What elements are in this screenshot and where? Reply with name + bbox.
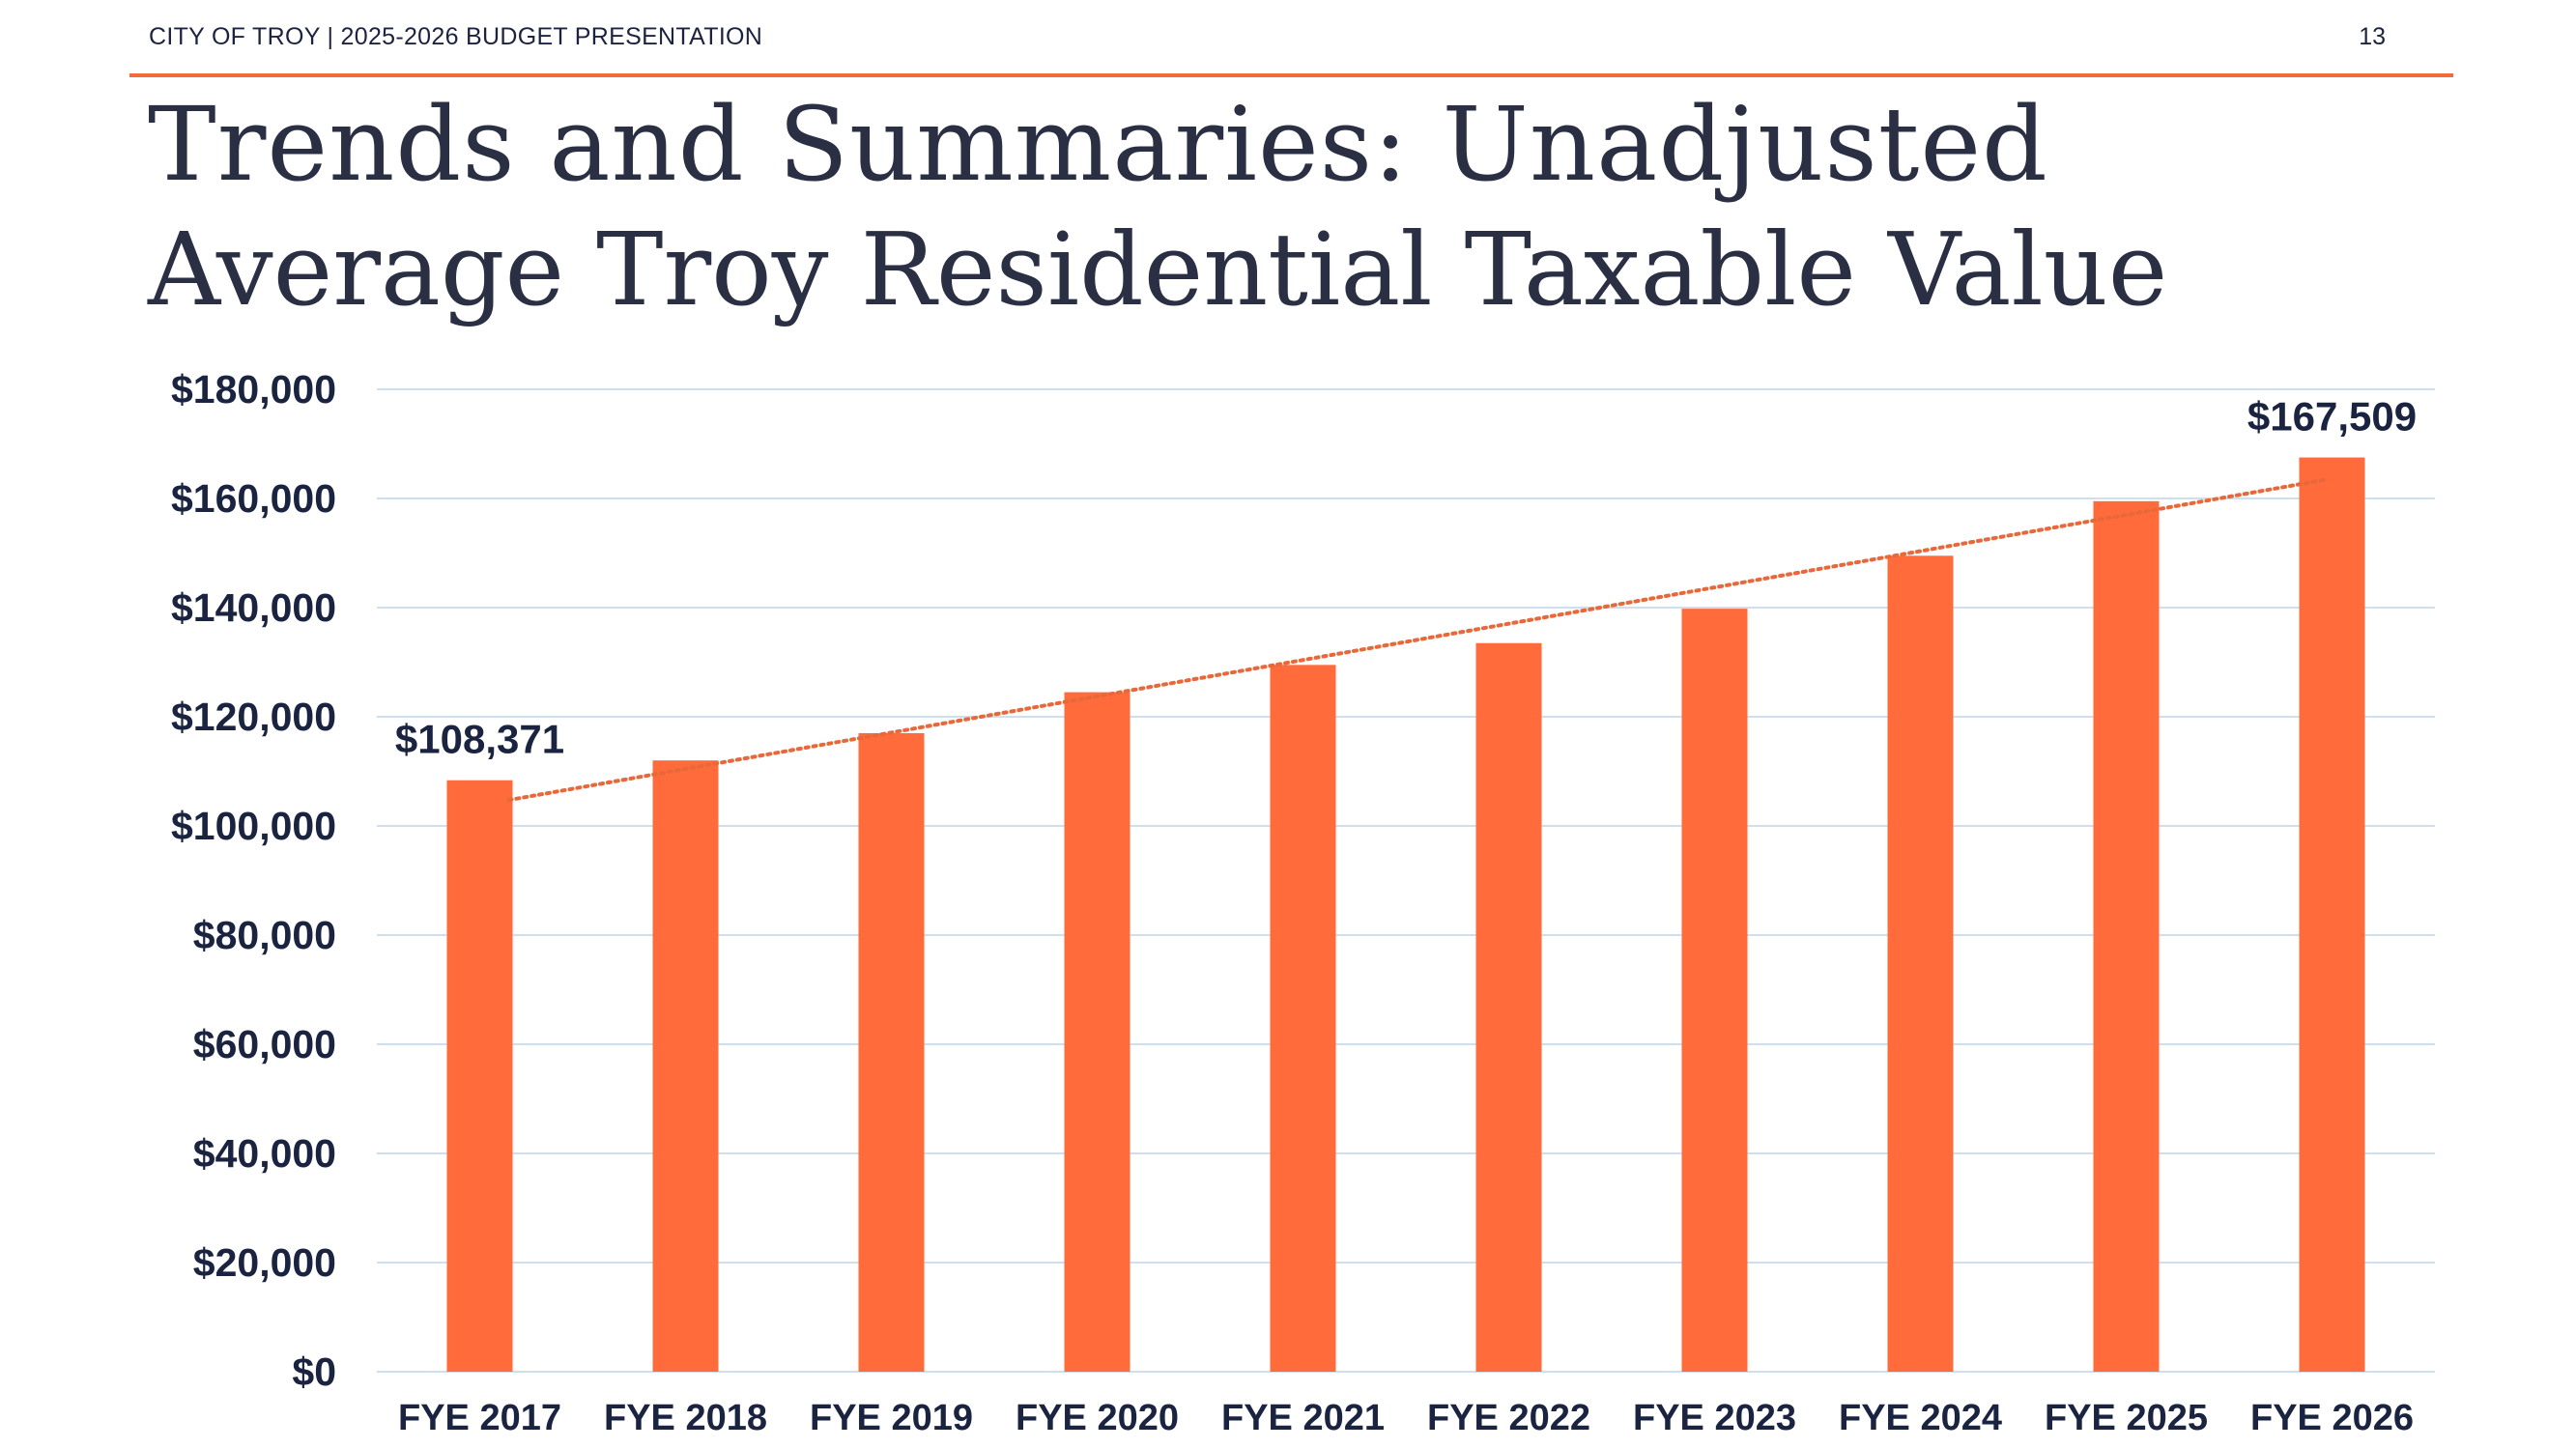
y-tick-label: $180,000 — [171, 367, 336, 412]
x-category-label: FYE 2017 — [398, 1398, 561, 1438]
slide-subtitle: Average Troy Residential Taxable Value — [148, 211, 2168, 328]
y-tick-label: $40,000 — [193, 1131, 336, 1176]
y-tick-label: $20,000 — [193, 1240, 336, 1285]
header-divider — [129, 73, 2453, 77]
x-category-label: FYE 2020 — [1016, 1398, 1179, 1438]
data-label: $108,371 — [395, 717, 564, 762]
y-tick-label: $140,000 — [171, 585, 336, 630]
y-tick-label: $120,000 — [171, 695, 336, 739]
y-tick-label: $0 — [292, 1350, 336, 1394]
x-category-label: FYE 2019 — [810, 1398, 973, 1438]
x-category-label: FYE 2022 — [1427, 1398, 1590, 1438]
bar — [2093, 500, 2160, 1372]
y-tick-label: $80,000 — [193, 913, 336, 957]
x-category-label: FYE 2025 — [2045, 1398, 2208, 1438]
bar — [858, 732, 925, 1372]
x-category-label: FYE 2024 — [1839, 1398, 2002, 1438]
y-tick-label: $160,000 — [171, 476, 336, 521]
bar — [1475, 642, 1542, 1372]
bar — [1270, 665, 1336, 1372]
x-category-label: FYE 2023 — [1633, 1398, 1796, 1438]
x-category-label: FYE 2026 — [2250, 1398, 2414, 1438]
x-category-label: FYE 2018 — [604, 1398, 767, 1438]
bar — [446, 780, 513, 1372]
x-category-label: FYE 2021 — [1221, 1398, 1385, 1438]
bar — [652, 760, 719, 1372]
header-presentation-title: CITY OF TROY | 2025-2026 BUDGET PRESENTA… — [149, 23, 763, 50]
data-label: $167,509 — [2247, 394, 2417, 440]
trendline — [506, 477, 2330, 803]
page-number: 13 — [2359, 23, 2386, 50]
bar — [1681, 609, 1748, 1372]
slide-header: CITY OF TROY | 2025-2026 BUDGET PRESENTA… — [129, 23, 2453, 52]
bar — [1064, 692, 1131, 1372]
y-tick-label: $60,000 — [193, 1022, 336, 1066]
y-tick-label: $100,000 — [171, 804, 336, 848]
bar — [2299, 457, 2365, 1372]
bar — [1887, 555, 1954, 1372]
slide-title: Trends and Summaries: Unadjusted — [148, 85, 2048, 204]
